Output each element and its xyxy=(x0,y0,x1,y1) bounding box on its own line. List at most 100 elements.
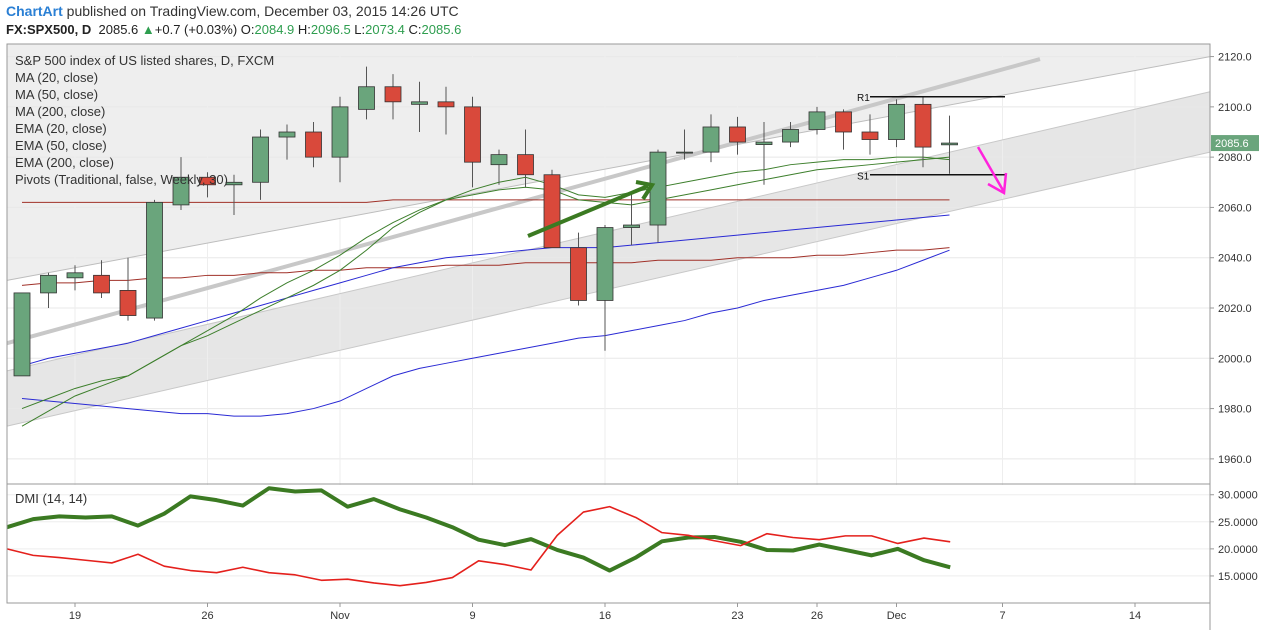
candle-body xyxy=(172,176,190,206)
candle xyxy=(437,86,455,135)
candle-body xyxy=(649,151,667,226)
price-tick-label: 2040.0 xyxy=(1218,253,1252,265)
dmi-tick-label: 20.0000 xyxy=(1218,544,1258,556)
time-tick-label: 26 xyxy=(201,610,213,622)
legend-ma50[interactable]: MA (50, close) xyxy=(15,87,98,102)
candle-body xyxy=(676,151,693,154)
candle-body xyxy=(146,201,163,319)
candle xyxy=(623,192,640,246)
close-label: C: xyxy=(408,22,422,37)
ema200-line xyxy=(21,247,950,286)
candle-body xyxy=(437,101,455,108)
candle xyxy=(358,66,375,120)
price-tick-label: 1980.0 xyxy=(1218,404,1252,416)
candle-body xyxy=(729,126,746,143)
price-tick-label: 2120.0 xyxy=(1218,52,1252,64)
candle-body xyxy=(596,227,614,301)
candle-body xyxy=(384,86,402,103)
publish-text: published on TradingView.com, December 0… xyxy=(66,3,459,19)
price-tick-label: 2080.0 xyxy=(1218,152,1252,164)
candle xyxy=(676,129,693,160)
candle xyxy=(384,74,402,120)
author-link[interactable]: ChartArt xyxy=(6,3,63,19)
legend-pivots[interactable]: Pivots (Traditional, false, Weekly, 30) xyxy=(15,172,228,187)
candle-body xyxy=(914,103,932,148)
grid-lines xyxy=(7,44,1210,603)
publish-info: ChartArt published on TradingView.com, D… xyxy=(6,3,459,19)
candle-body xyxy=(199,176,216,186)
legend-ema20[interactable]: EMA (20, close) xyxy=(15,121,107,136)
candle-body xyxy=(93,274,110,294)
time-tick-label: 23 xyxy=(731,610,743,622)
candle-body xyxy=(888,103,905,140)
up-arrow-icon: ▲ xyxy=(141,22,155,37)
candle xyxy=(252,129,269,200)
candle-body xyxy=(941,142,958,146)
candle-body xyxy=(623,224,640,228)
last-price-badge xyxy=(1211,135,1259,152)
candlesticks xyxy=(13,66,958,377)
high-value: 2096.5 xyxy=(310,22,351,37)
indicator-legend: S&P 500 index of US listed shares, D, FX… xyxy=(15,53,274,187)
last-price-text: 2085.6 xyxy=(98,22,139,37)
axes: 1960.0 1980.0 2000.0 2020.0 2040.0 2060.0 2080… xyxy=(6,43,1259,630)
time-tick-label: 16 xyxy=(599,610,611,622)
candle xyxy=(861,114,879,155)
candle xyxy=(888,99,905,148)
time-tick-label: 7 xyxy=(999,610,1005,622)
candle-body xyxy=(278,131,296,138)
candle xyxy=(835,109,852,150)
channel-top-line xyxy=(6,56,1211,281)
legend-ema50[interactable]: EMA (50, close) xyxy=(15,138,107,153)
dmi-tick-label: 15.0000 xyxy=(1218,571,1258,583)
low-value: 2073.4 xyxy=(365,22,405,37)
candle xyxy=(702,114,720,163)
price-tick-label: 2020.0 xyxy=(1218,303,1252,315)
candle-body xyxy=(835,111,852,133)
candle xyxy=(914,96,932,168)
high-label: H: xyxy=(297,22,311,37)
legend-ema200[interactable]: EMA (200, close) xyxy=(15,155,114,170)
candle xyxy=(596,225,614,351)
close-value: 2085.6 xyxy=(421,22,462,37)
dmi-title: DMI (14, 14) xyxy=(15,491,87,506)
candle xyxy=(490,149,508,185)
dmi-plus-line xyxy=(6,486,951,573)
candle-body xyxy=(13,292,31,377)
last-price-label: 2085.6 xyxy=(1215,138,1249,150)
pivot-r1-label: R1 xyxy=(857,93,870,104)
symbol-label: FX:SPX500, D xyxy=(6,22,92,37)
candle-body xyxy=(517,154,534,176)
candle-body xyxy=(66,272,84,279)
dmi-pane xyxy=(6,485,1210,603)
ma50-line xyxy=(21,249,950,417)
candle xyxy=(66,265,84,291)
candle-body xyxy=(808,111,826,130)
candle xyxy=(649,149,667,243)
candle xyxy=(225,174,243,215)
candle xyxy=(146,199,163,321)
green-arrowhead-icon xyxy=(635,180,656,201)
legend-ma200[interactable]: MA (200, close) xyxy=(15,104,105,119)
candle-body xyxy=(755,141,773,145)
legend-ma20[interactable]: MA (20, close) xyxy=(15,70,98,85)
time-tick-label: 14 xyxy=(1129,610,1141,622)
candle-body xyxy=(252,136,269,183)
candle xyxy=(782,121,799,148)
candle-body xyxy=(570,247,587,301)
candle xyxy=(13,292,31,377)
candle xyxy=(93,260,110,298)
green-trend-arrow-icon xyxy=(527,184,649,238)
price-tick-label: 1960.0 xyxy=(1218,454,1252,466)
price-tick-label: 2060.0 xyxy=(1218,202,1252,214)
candle xyxy=(543,169,561,249)
time-tick-label: Dec xyxy=(887,610,907,622)
dmi-tick-label: 25.0000 xyxy=(1218,517,1258,529)
candle xyxy=(278,124,296,160)
candle xyxy=(729,116,746,155)
open-value: 2084.9 xyxy=(254,22,295,37)
candle-body xyxy=(782,129,799,143)
time-tick-label: Nov xyxy=(330,610,350,622)
low-label: L: xyxy=(354,22,366,37)
